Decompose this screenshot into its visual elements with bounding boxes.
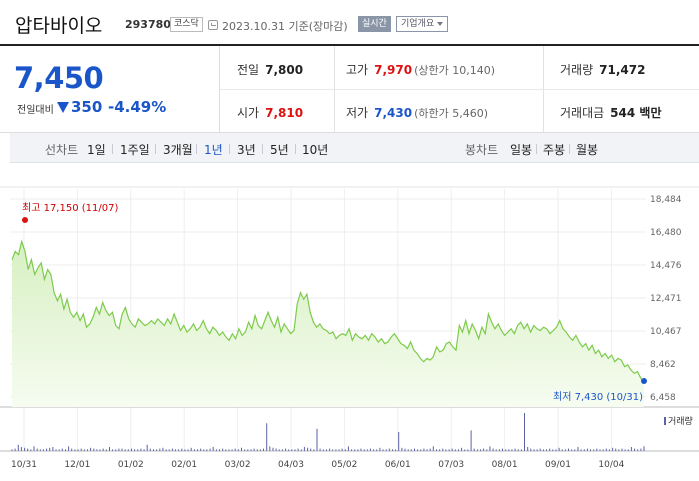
company-overview-button[interactable]: 기업개요 [396, 16, 449, 32]
x-tick-label: 06/01 [385, 460, 411, 470]
separator [569, 144, 570, 154]
tab-weekly[interactable]: 주봉 [543, 143, 566, 157]
volume-bars: 거래량 [11, 413, 693, 451]
x-tick-label: 12/01 [64, 460, 90, 470]
separator [155, 144, 156, 154]
volume-stat: 거래량 71,472 [560, 61, 645, 78]
stock-name: 압타바이오 [15, 15, 103, 37]
down-triangle-icon [57, 102, 69, 113]
x-tick-label: 10/04 [598, 460, 624, 470]
x-tick-label: 02/01 [171, 460, 197, 470]
company-overview-label: 기업개요 [401, 19, 435, 29]
chart-period-bar: 선차트 1일 1주일 3개월 1년 3년 5년 10년 봉차트 일봉 주봉 월봉 [10, 133, 699, 163]
high-stat: 고가 7,970 (상한가 10,140) [346, 61, 495, 78]
amount-label: 거래대금 [560, 106, 605, 120]
x-tick-label: 03/02 [225, 460, 251, 470]
market-badge: 코스닥 [170, 17, 203, 32]
current-price-box: 7,450 전일대비 350 -4.49% [0, 46, 220, 133]
candle-chart-label: 봉차트 [465, 143, 499, 157]
x-tick-label: 05/02 [331, 460, 357, 470]
amount-value: 544 백만 [610, 106, 662, 120]
separator [536, 144, 537, 154]
high-annotation: 최고 17,150 (11/07) [22, 202, 118, 214]
x-axis-ticks: 10/31 12/01 01/02 02/01 03/02 04/03 05/02 06/01… [11, 460, 625, 470]
low-stat: 저가 7,430 (하한가 5,460) [346, 104, 488, 121]
y-tick-label: 8,462 [650, 360, 676, 370]
high-value: 7,970 [374, 63, 413, 77]
low-label: 저가 [346, 106, 369, 120]
low-marker [641, 378, 647, 384]
x-tick-label: 04/03 [278, 460, 304, 470]
stock-code: 293780 [125, 18, 171, 31]
divider [220, 89, 699, 90]
tab-1d[interactable]: 1일 [87, 143, 106, 157]
tab-3y[interactable]: 3년 [237, 143, 256, 157]
y-tick-label: 6,458 [650, 393, 676, 403]
line-chart-label: 선차트 [45, 143, 79, 157]
realtime-button[interactable]: 실시간 [358, 16, 391, 32]
change-amount: 350 [71, 98, 103, 116]
tab-monthly[interactable]: 월봉 [576, 143, 599, 157]
open-stat: 시가 7,810 [237, 104, 303, 121]
change-percent: -4.49% [108, 98, 167, 116]
reference-date: 2023.10.31 기준(장마감) [222, 20, 348, 33]
annotations: 최고 17,150 (11/07) 최저 7,430 (10/31) [22, 202, 647, 403]
x-tick-label: 09/01 [545, 460, 571, 470]
change-label: 전일대비 [17, 105, 54, 116]
price-chart[interactable]: 18,484 16,480 14,476 12,471 10,467 8,462 6,458… [0, 175, 699, 481]
price-area [12, 241, 644, 407]
volume-legend-icon [664, 417, 666, 425]
y-tick-label: 18,484 [650, 195, 682, 205]
open-value: 7,810 [265, 106, 304, 120]
price-summary: 7,450 전일대비 350 -4.49% 전일 7,800 고가 7,970 (상한… [0, 44, 699, 133]
x-tick-label: 07/03 [438, 460, 464, 470]
y-tick-label: 16,480 [650, 228, 682, 238]
prev-close-stat: 전일 7,800 [237, 61, 303, 78]
separator [112, 144, 113, 154]
prev-close-value: 7,800 [265, 63, 304, 77]
tab-5y[interactable]: 5년 [270, 143, 289, 157]
price-line [11, 239, 645, 382]
tab-1w[interactable]: 1주일 [120, 143, 150, 157]
price-chart-svg: 18,484 16,480 14,476 12,471 10,467 8,462 6,458… [0, 186, 699, 470]
separator [295, 144, 296, 154]
x-tick-label: 08/01 [492, 460, 518, 470]
tab-3m[interactable]: 3개월 [163, 143, 193, 157]
lower-limit: (하한가 5,460) [414, 107, 488, 120]
tab-daily[interactable]: 일봉 [510, 143, 533, 157]
y-axis-ticks: 18,484 16,480 14,476 12,471 10,467 8,462 6,458 [650, 195, 682, 403]
caret-down-icon [437, 21, 444, 26]
separator [229, 144, 230, 154]
x-tick-label: 10/31 [11, 460, 37, 470]
low-value: 7,430 [374, 106, 413, 120]
calendar-icon [208, 20, 218, 30]
y-tick-label: 10,467 [650, 327, 682, 337]
low-annotation: 최저 7,430 (10/31) [553, 391, 643, 403]
volume-value: 71,472 [599, 63, 646, 77]
high-label: 고가 [346, 63, 369, 77]
current-price: 7,450 [14, 61, 104, 95]
volume-legend-label: 거래량 [668, 415, 693, 427]
separator [196, 144, 197, 154]
upper-limit: (상한가 10,140) [414, 64, 495, 77]
prev-close-label: 전일 [237, 63, 260, 77]
amount-stat: 거래대금 544 백만 [560, 104, 661, 121]
high-marker [22, 217, 28, 223]
volume-label: 거래량 [560, 63, 594, 77]
separator [262, 144, 263, 154]
y-tick-label: 14,476 [650, 261, 682, 271]
open-label: 시가 [237, 106, 260, 120]
y-tick-label: 12,471 [650, 294, 682, 304]
x-tick-label: 01/02 [118, 460, 144, 470]
stock-header: 압타바이오 293780 코스닥 2023.10.31 기준(장마감) 실시간 … [0, 0, 699, 44]
tab-10y[interactable]: 10년 [302, 143, 329, 157]
tab-1y[interactable]: 1년 [204, 143, 223, 157]
